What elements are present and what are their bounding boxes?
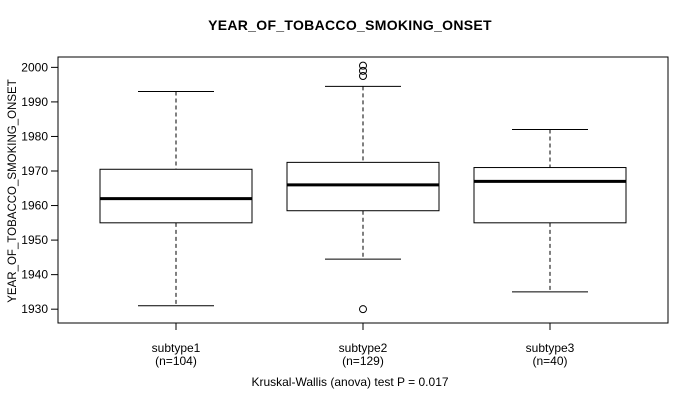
chart-title: YEAR_OF_TOBACCO_SMOKING_ONSET [208,17,492,33]
y-tick-label: 1940 [21,268,48,282]
x-group-label: subtype2 [339,341,388,355]
iqr-box [473,167,627,224]
x-group-label: subtype1 [152,341,201,355]
y-tick-label: 1960 [21,199,48,213]
iqr-box [99,168,253,224]
x-group-sublabel: (n=104) [155,354,197,368]
stat-test-caption: Kruskal-Wallis (anova) test P = 0.017 [251,375,449,389]
x-group-sublabel: (n=40) [532,354,567,368]
y-tick-label: 1990 [21,95,48,109]
outlier-point [359,305,367,314]
y-tick-label: 1930 [21,302,48,316]
x-group-label: subtype3 [526,341,575,355]
outlier-point [359,61,367,70]
iqr-box [286,161,440,212]
x-group-sublabel: (n=129) [342,354,384,368]
y-tick-label: 1970 [21,164,48,178]
outlier-point [359,72,367,80]
y-tick-label: 1950 [21,233,48,247]
outlier-point [359,66,367,75]
y-tick-label: 1980 [21,129,48,143]
y-tick-label: 2000 [21,60,48,74]
